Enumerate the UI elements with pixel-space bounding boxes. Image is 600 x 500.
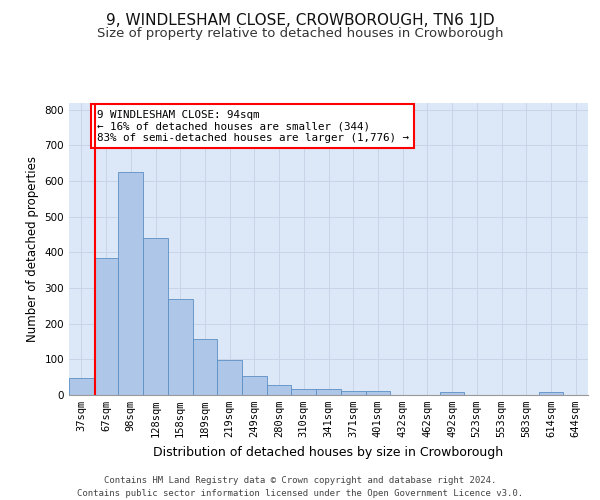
Text: 9, WINDLESHAM CLOSE, CROWBOROUGH, TN6 1JD: 9, WINDLESHAM CLOSE, CROWBOROUGH, TN6 1J… [106,12,494,28]
Bar [341,391,365,395]
Bar [242,376,267,395]
Bar [143,238,168,395]
Bar [365,391,390,395]
Y-axis label: Number of detached properties: Number of detached properties [26,156,39,342]
Text: 9 WINDLESHAM CLOSE: 94sqm
← 16% of detached houses are smaller (344)
83% of semi: 9 WINDLESHAM CLOSE: 94sqm ← 16% of detac… [97,110,409,143]
Bar [440,392,464,395]
Bar [193,339,217,395]
Bar [118,172,143,395]
Text: Size of property relative to detached houses in Crowborough: Size of property relative to detached ho… [97,28,503,40]
Bar [217,360,242,395]
X-axis label: Distribution of detached houses by size in Crowborough: Distribution of detached houses by size … [154,446,503,458]
Bar [94,258,118,395]
Bar [168,298,193,395]
Bar [539,392,563,395]
Bar [292,390,316,395]
Bar [316,390,341,395]
Text: Contains HM Land Registry data © Crown copyright and database right 2024.
Contai: Contains HM Land Registry data © Crown c… [77,476,523,498]
Bar [69,378,94,395]
Bar [267,385,292,395]
